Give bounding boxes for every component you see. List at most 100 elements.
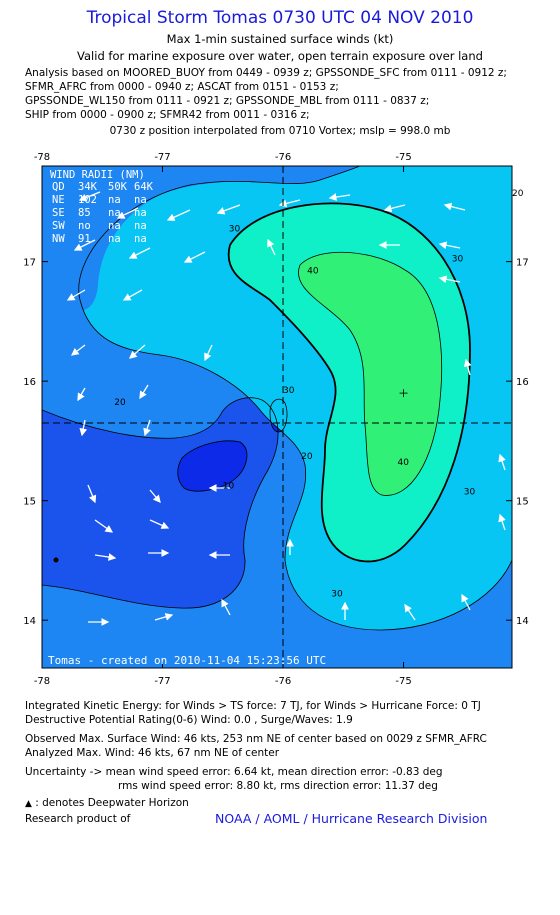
contour-30-line [78,166,361,301]
contour-label-9: 40 [398,458,410,468]
contour-label-10: 30 [331,589,343,599]
y-tick-label-2-right: 15 [516,497,529,508]
wind-vector-5 [328,193,351,201]
wind-vector-14 [122,289,143,301]
wind-vector-6 [383,204,406,213]
wind-radii-cell-4-0: NW [52,233,65,245]
dpr-line: Destructive Potential Rating(0-6) Wind: … [25,714,353,726]
wind-vector-17 [129,344,146,359]
y-tick-label-0-right: 17 [516,258,529,269]
contour-30-east-line [79,299,512,631]
wind-radii-header-0: QD [52,181,65,193]
source-line-4: SHIP from 0000 - 0900 z; SFMR42 from 001… [25,109,310,121]
wind-vector-39 [498,453,506,471]
contour-label-8: 30 [464,488,476,498]
deepwater-horizon-marker [53,557,59,563]
contour-eye-line [269,398,288,433]
wind-vector-23 [87,484,97,504]
contour-low-line [177,440,248,492]
wind-vector-2 [166,209,191,221]
field-level-max [387,339,417,422]
contour-label-2: 30 [452,255,464,265]
wind-vector-33 [154,613,174,621]
wind-vector-41 [463,358,472,376]
wind-radii-header-1: 34K [78,181,98,193]
wind-vector-8 [73,239,96,251]
wind-vector-38 [498,513,506,531]
axis-ticks: -78 -78 -77 -77 -76 -76 -75 -75 17 17 16 16 15 15 14 14 [23,152,528,687]
y-tick-label-2-left: 15 [23,497,36,508]
source-line-3: GPSSONDE_WL150 from 0111 - 0921 z; GPSSO… [25,95,430,107]
wind-vector-7 [443,202,466,211]
wind-vector-16 [70,344,86,356]
wind-vector-20 [139,384,149,400]
wind-radii-cell-2-3: na [134,207,147,219]
research-label: Research product of [25,813,131,825]
wind-radii-cell-1-1: 102 [78,194,97,206]
x-tick-label-0-bottom: -78 [34,676,50,687]
wind-vector-13 [66,289,86,301]
wind-vector-36 [404,603,416,621]
x-tick-label-3-top: -75 [395,152,411,163]
wind-radii-cell-3-2: na [108,220,121,232]
field-level-45 [298,252,442,496]
wind-radii-cell-1-3: na [134,194,147,206]
y-tick-label-0-left: 17 [23,258,36,269]
dwh-legend: ▲ : denotes Deepwater Horizon [25,797,189,809]
contour-label-7: 10 [223,482,235,492]
analyzed-max-line: Analyzed Max. Wind: 46 kts, 67 nm NE of … [25,747,280,759]
wind-radii-cell-3-1: no [78,220,91,232]
wind-vector-15 [438,275,461,284]
contour-40-line [227,202,471,563]
uncertainty-line-1: Uncertainty -> mean wind speed error: 6.… [25,766,443,778]
position-note: 0730 z position interpolated from 0710 V… [109,125,451,137]
wind-vector-9 [128,247,151,259]
x-tick-label-0-top: -78 [34,152,50,163]
wind-vector-12 [438,241,461,250]
source-line-2: SFMR_AFRC from 0000 - 0940 z; ASCAT from… [25,81,339,93]
x-tick-label-2-top: -76 [275,152,291,163]
wind-radii-cell-4-2: na [108,233,121,245]
y-tick-label-1-left: 16 [23,377,36,388]
wind-radii-cell-4-3: na [134,233,147,245]
x-tick-label-1-bottom: -77 [154,676,170,687]
wind-radii-cell-3-0: SW [52,220,65,232]
wind-vector-19 [77,387,86,402]
contour-10-line [42,397,279,609]
wind-vector-28 [94,553,117,561]
contour-label-0: 20 [512,189,524,199]
y-tick-label-3-left: 14 [23,616,36,627]
contour-label-3: 40 [307,267,319,277]
wind-radii-title: WIND RADII (NM) [50,169,145,181]
contour-label-6: 20 [301,452,313,462]
max-wind-marker [399,389,408,398]
field-level-30-west [42,166,360,311]
wind-vector-40 [267,238,276,256]
subtitle-wind-type: Max 1-min sustained surface winds (kt) [166,32,394,46]
wind-vector-24 [149,489,161,503]
x-tick-label-3-bottom: -75 [395,676,411,687]
contour-lines [42,166,512,631]
contour-label-1: 30 [229,225,241,235]
wind-vector-0 [78,191,101,202]
dwh-legend-text: : denotes Deepwater Horizon [31,797,189,809]
contour-labels: 20 30 30 40 30 20 20 10 30 40 30 [114,189,523,599]
wind-radii-cell-1-2: na [108,194,121,206]
wind-radii-cell-3-3: na [134,220,147,232]
subtitle-exposure: Valid for marine exposure over water, op… [77,49,483,63]
y-tick-label-3-right: 14 [516,616,529,627]
wind-radii-header-2: 50K [108,181,128,193]
deepwater-horizon-icon: ▲ [25,799,32,809]
noaa-link[interactable]: NOAA / AOML / Hurricane Research Divisio… [215,811,488,826]
contour-label-4: 30 [283,386,295,396]
field-level-lt10 [177,440,247,492]
wind-radii-cell-1-0: NE [52,194,65,206]
wind-vector-26 [149,519,170,529]
wind-radii-cell-2-0: SE [52,207,65,219]
center-crosshair [42,166,512,668]
wind-radii-cell-2-2: na [108,207,121,219]
ike-line: Integrated Kinetic Energy: for Winds > T… [25,700,481,712]
wind-vectors [66,191,506,626]
wind-radii-cell-2-1: 85 [78,207,91,219]
